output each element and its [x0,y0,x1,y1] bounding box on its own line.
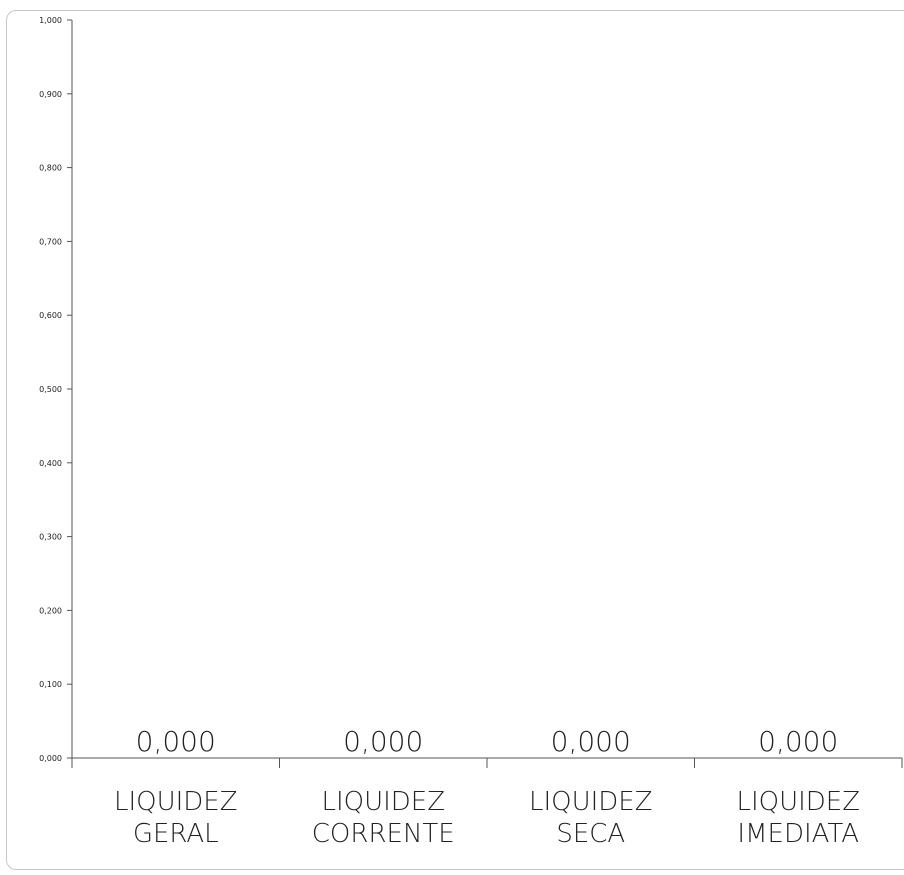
y-tick-label: 0,300 [39,533,62,542]
y-tick-label: 0,600 [39,311,62,320]
category-label: LIQUIDEZ [736,787,860,817]
y-tick-label: 0,400 [39,459,62,468]
y-tick-label: 0,100 [39,680,62,689]
category-label: LIQUIDEZ [321,787,445,817]
y-tick-label: 1,000 [39,16,62,25]
y-tick-label: 0,000 [39,754,62,763]
category-label: LIQUIDEZ [114,787,238,817]
chart-frame [6,10,904,870]
category-label: IMEDIATA [737,819,859,849]
y-tick-label: 0,900 [39,90,62,99]
category-label: CORRENTE [312,819,455,849]
y-tick-label: 0,800 [39,164,62,173]
y-tick-label: 0,500 [39,385,62,394]
category-label: GERAL [133,819,219,849]
x-axis [71,757,903,768]
data-label: 0,000 [758,725,838,758]
y-tick-label: 0,700 [39,237,62,246]
category-label: LIQUIDEZ [529,787,653,817]
y-axis: 0,000 0,100 0,200 0,300 0,400 0,500 0,600 0,700… [39,16,73,763]
y-tick-label: 0,200 [39,606,62,615]
data-labels: 0,000 0,000 0,000 0,000 [136,725,839,758]
category-labels: LIQUIDEZGERALLIQUIDEZCORRENTELIQUIDEZSEC… [114,787,860,849]
data-label: 0,000 [136,725,216,758]
data-label: 0,000 [343,725,423,758]
data-label: 0,000 [551,725,631,758]
category-label: SECA [556,819,625,849]
